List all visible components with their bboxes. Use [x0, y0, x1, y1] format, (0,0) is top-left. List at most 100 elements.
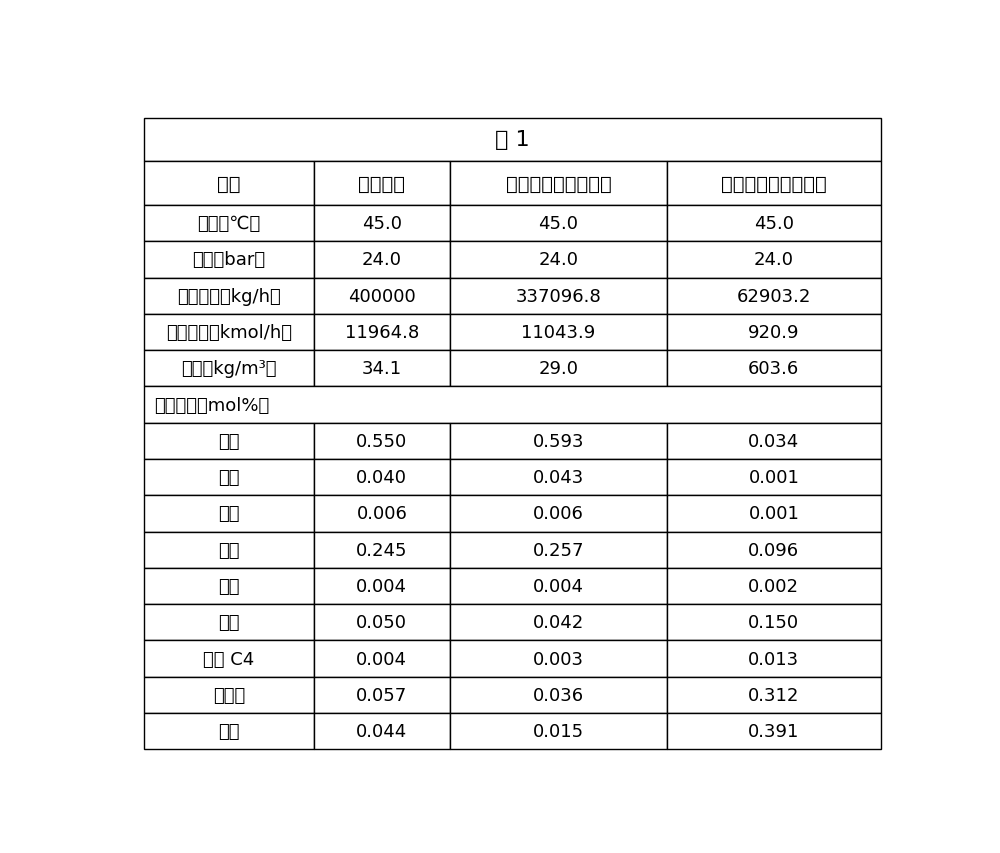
Text: 0.002: 0.002: [748, 577, 799, 595]
Text: 0.004: 0.004: [356, 577, 407, 595]
Text: 11964.8: 11964.8: [345, 323, 419, 341]
Text: 0.050: 0.050: [356, 613, 407, 631]
Bar: [667, 206, 881, 242]
Text: 0.036: 0.036: [533, 686, 584, 704]
Text: 惰性 C4: 惰性 C4: [203, 650, 255, 668]
Text: 异戊烷: 异戊烷: [213, 686, 245, 704]
Text: 29.0: 29.0: [539, 360, 579, 378]
Text: 24.0: 24.0: [539, 251, 579, 270]
Bar: [314, 278, 450, 315]
Bar: [667, 460, 881, 496]
Text: 337096.8: 337096.8: [516, 287, 601, 305]
Bar: [450, 532, 667, 568]
Bar: [450, 162, 667, 206]
Text: 气液分离器出口液相: 气液分离器出口液相: [721, 174, 827, 194]
Bar: [667, 713, 881, 749]
Text: 0.096: 0.096: [748, 541, 799, 559]
Bar: [314, 496, 450, 532]
Text: 0.040: 0.040: [356, 468, 407, 486]
Bar: [314, 676, 450, 713]
Bar: [450, 278, 667, 315]
Text: 62903.2: 62903.2: [737, 287, 811, 305]
Text: 0.015: 0.015: [533, 722, 584, 740]
Bar: [144, 713, 314, 749]
Bar: [144, 315, 314, 351]
Text: 0.593: 0.593: [533, 432, 584, 450]
Bar: [314, 605, 450, 641]
Bar: [667, 315, 881, 351]
Text: 0.004: 0.004: [533, 577, 584, 595]
Bar: [667, 676, 881, 713]
Bar: [667, 278, 881, 315]
Bar: [450, 460, 667, 496]
Text: 循环气流: 循环气流: [358, 174, 405, 194]
Text: 摩尔组成（mol%）: 摩尔组成（mol%）: [154, 396, 269, 414]
Bar: [314, 641, 450, 676]
Text: 氮气: 氮气: [218, 432, 240, 450]
Bar: [144, 351, 314, 387]
Text: 温度（℃）: 温度（℃）: [197, 215, 261, 233]
Bar: [144, 496, 314, 532]
Bar: [450, 206, 667, 242]
Text: 己烯: 己烯: [218, 722, 240, 740]
Bar: [314, 162, 450, 206]
Text: 0.042: 0.042: [533, 613, 584, 631]
Bar: [144, 641, 314, 676]
Bar: [314, 351, 450, 387]
Text: 0.391: 0.391: [748, 722, 800, 740]
Bar: [314, 242, 450, 278]
Text: 氢气: 氢气: [218, 468, 240, 486]
Bar: [144, 676, 314, 713]
Bar: [314, 206, 450, 242]
Bar: [450, 496, 667, 532]
Text: 表 1: 表 1: [495, 131, 530, 150]
Bar: [314, 460, 450, 496]
Text: 乙烯: 乙烯: [218, 541, 240, 559]
Bar: [144, 423, 314, 460]
Bar: [667, 423, 881, 460]
Bar: [667, 351, 881, 387]
Text: 45.0: 45.0: [754, 215, 794, 233]
Bar: [450, 423, 667, 460]
Bar: [144, 387, 881, 423]
Text: 11043.9: 11043.9: [521, 323, 596, 341]
Bar: [667, 568, 881, 605]
Bar: [314, 315, 450, 351]
Bar: [144, 568, 314, 605]
Bar: [144, 162, 314, 206]
Bar: [667, 605, 881, 641]
Text: 0.257: 0.257: [533, 541, 584, 559]
Bar: [450, 713, 667, 749]
Text: 乙烷: 乙烷: [218, 577, 240, 595]
Bar: [144, 278, 314, 315]
Text: 0.057: 0.057: [356, 686, 407, 704]
Text: 丁烯: 丁烯: [218, 613, 240, 631]
Bar: [667, 162, 881, 206]
Text: 摩尔流量（kmol/h）: 摩尔流量（kmol/h）: [166, 323, 292, 341]
Bar: [450, 242, 667, 278]
Text: 45.0: 45.0: [539, 215, 579, 233]
Bar: [314, 532, 450, 568]
Text: 0.034: 0.034: [748, 432, 799, 450]
Bar: [314, 713, 450, 749]
Text: 密度（kg/m³）: 密度（kg/m³）: [181, 360, 277, 378]
Bar: [667, 242, 881, 278]
Text: 24.0: 24.0: [754, 251, 794, 270]
Text: 压力（bar）: 压力（bar）: [192, 251, 266, 270]
Bar: [667, 496, 881, 532]
Text: 0.043: 0.043: [533, 468, 584, 486]
Bar: [144, 605, 314, 641]
Bar: [314, 423, 450, 460]
Bar: [144, 119, 881, 162]
Text: 气液分离器出口气相: 气液分离器出口气相: [506, 174, 611, 194]
Bar: [450, 605, 667, 641]
Text: 0.150: 0.150: [748, 613, 799, 631]
Bar: [450, 676, 667, 713]
Text: 0.003: 0.003: [533, 650, 584, 668]
Bar: [450, 641, 667, 676]
Text: 质量流量（kg/h）: 质量流量（kg/h）: [177, 287, 281, 305]
Text: 45.0: 45.0: [362, 215, 402, 233]
Text: 400000: 400000: [348, 287, 416, 305]
Text: 0.312: 0.312: [748, 686, 800, 704]
Text: 0.245: 0.245: [356, 541, 408, 559]
